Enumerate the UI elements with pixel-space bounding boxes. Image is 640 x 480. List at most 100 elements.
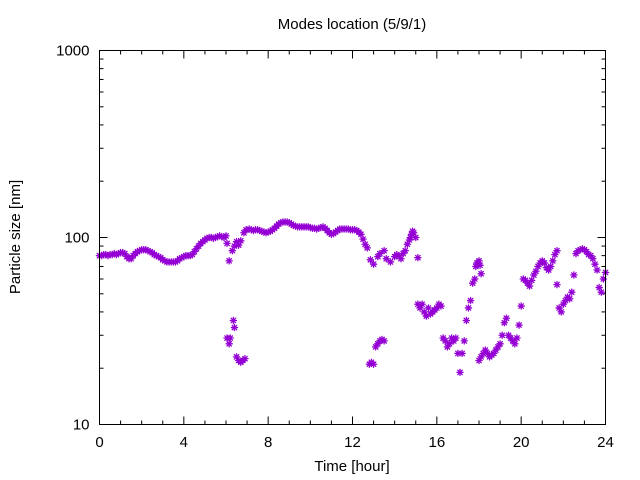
data-point (232, 353, 241, 361)
x-tick-label: 24 (597, 434, 614, 451)
data-point (483, 349, 492, 358)
data-point (476, 261, 484, 270)
data-point (403, 240, 412, 249)
data-point (561, 296, 570, 305)
data-point (150, 250, 159, 259)
data-point (127, 254, 135, 263)
data-point (462, 316, 471, 325)
data-point (477, 269, 485, 278)
data-point (441, 337, 450, 345)
data-point (382, 254, 390, 263)
data-point (234, 241, 243, 249)
data-point (405, 236, 414, 244)
data-point (249, 226, 258, 235)
data-point (534, 262, 542, 271)
data-point (225, 257, 233, 265)
data-point (553, 280, 561, 289)
data-point (477, 353, 485, 361)
data-point (154, 252, 163, 261)
data-point (582, 247, 591, 256)
data-point (551, 250, 559, 259)
data-point (344, 225, 353, 233)
data-point (445, 340, 454, 348)
data-point (586, 251, 595, 260)
data-point (412, 233, 420, 242)
data-point (553, 246, 561, 255)
data-point (591, 260, 599, 268)
data-point (108, 250, 116, 259)
data-point (247, 226, 256, 234)
data-point (511, 340, 519, 348)
data-point (110, 249, 119, 258)
data-point (443, 343, 452, 351)
data-point (576, 245, 584, 254)
data-point (380, 246, 388, 255)
y-tick-label: 1000 (56, 43, 89, 60)
x-tick-label: 0 (95, 434, 103, 451)
data-point (277, 218, 285, 227)
data-point (253, 226, 262, 234)
data-point (570, 271, 578, 279)
data-point (395, 251, 403, 260)
data-point (471, 275, 479, 283)
data-point (118, 248, 127, 257)
data-point (401, 246, 409, 255)
data-point (255, 226, 264, 235)
data-point (406, 233, 415, 242)
data-point (186, 251, 194, 260)
data-point (188, 250, 197, 259)
data-point (142, 245, 150, 254)
data-point (500, 319, 509, 327)
data-point (230, 323, 239, 332)
data-point (245, 225, 253, 233)
data-point (374, 252, 382, 261)
data-point (369, 360, 378, 368)
data-point (508, 337, 517, 345)
data-point (409, 229, 418, 237)
data-point (458, 349, 466, 358)
data-point (264, 228, 272, 236)
data-point (366, 256, 375, 264)
data-point (530, 271, 538, 279)
data-point (114, 249, 123, 258)
data-point (121, 249, 129, 258)
data-point (492, 346, 500, 354)
data-point (540, 259, 549, 267)
data-point (258, 227, 266, 235)
data-point (559, 300, 568, 308)
data-point (475, 356, 483, 365)
data-point (175, 254, 184, 263)
data-point (209, 234, 218, 243)
data-point (112, 250, 121, 259)
data-point (215, 232, 224, 240)
data-point (454, 349, 462, 358)
data-point (481, 346, 490, 354)
data-point (380, 337, 388, 345)
data-point (399, 249, 407, 258)
data-point (557, 308, 565, 316)
data-point (386, 258, 395, 266)
data-point (203, 234, 211, 243)
x-tick-label: 16 (428, 434, 445, 451)
data-point (369, 260, 378, 268)
data-point (228, 246, 237, 255)
data-point (218, 232, 226, 241)
y-tick-label: 10 (73, 417, 90, 434)
data-point (595, 283, 603, 292)
data-point (525, 282, 534, 290)
data-point (475, 257, 483, 265)
data-point (414, 300, 422, 308)
data-point (593, 266, 601, 274)
data-point (371, 343, 380, 351)
data-point (472, 262, 480, 271)
data-point (397, 254, 405, 263)
data-point (310, 224, 319, 233)
data-point (393, 250, 401, 259)
data-point (213, 232, 222, 241)
data-point (517, 302, 525, 310)
data-point (315, 224, 323, 233)
data-point (599, 275, 608, 283)
axis-ticks (99, 50, 606, 425)
data-point (574, 246, 582, 255)
plot-frame (99, 50, 606, 425)
